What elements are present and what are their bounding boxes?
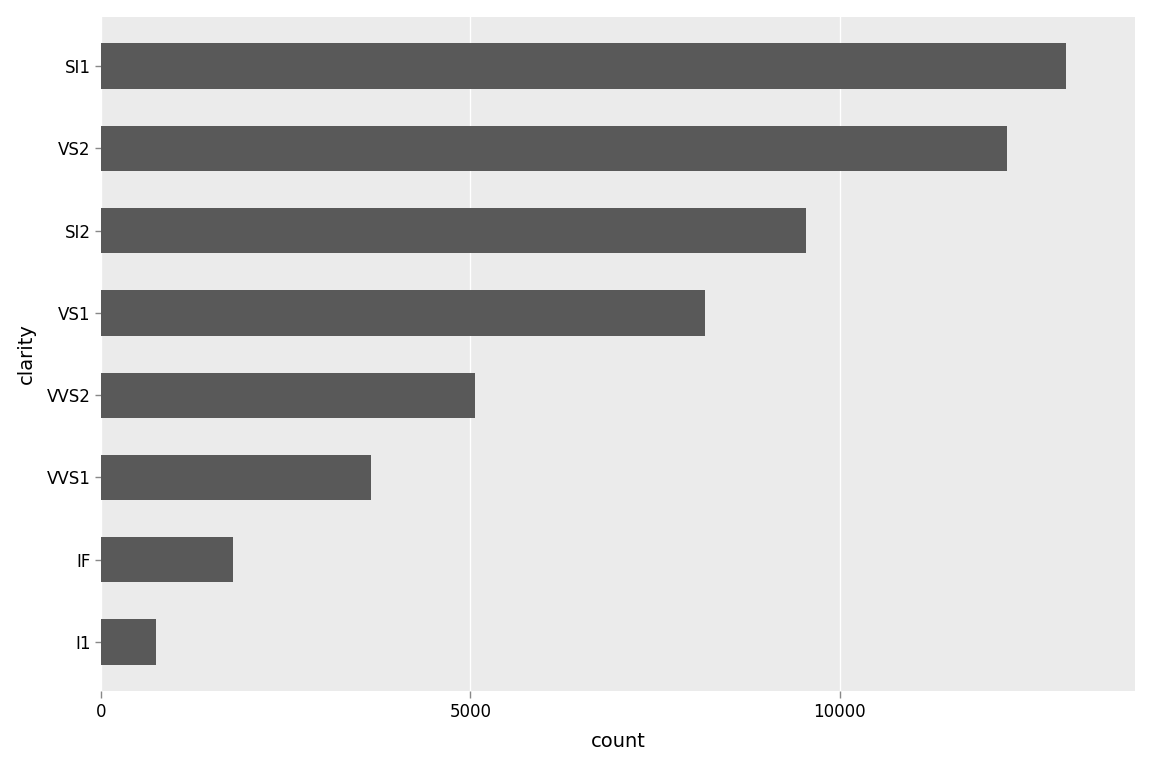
Bar bbox=[101, 537, 234, 582]
Bar bbox=[101, 208, 806, 253]
Y-axis label: clarity: clarity bbox=[16, 323, 36, 385]
X-axis label: count: count bbox=[591, 733, 645, 751]
Bar bbox=[101, 44, 1067, 88]
Bar bbox=[101, 290, 705, 336]
Bar bbox=[101, 372, 476, 418]
Bar bbox=[101, 126, 1007, 171]
Bar bbox=[101, 455, 371, 500]
Bar bbox=[101, 620, 156, 664]
